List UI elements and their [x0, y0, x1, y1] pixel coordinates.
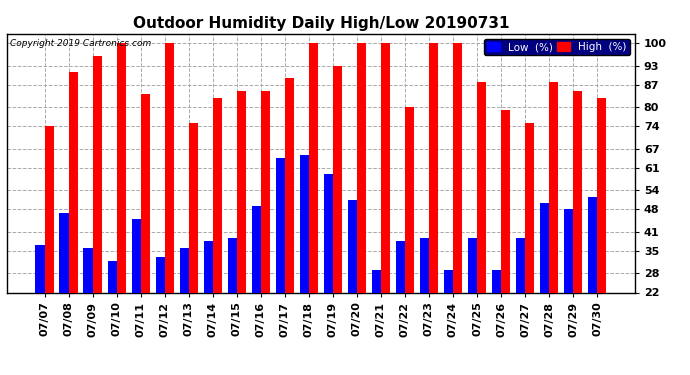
Bar: [597, 98, 607, 292]
Bar: [381, 44, 390, 292]
Bar: [540, 203, 549, 292]
Bar: [525, 123, 534, 292]
Bar: [429, 44, 438, 292]
Bar: [333, 66, 342, 292]
Bar: [516, 238, 525, 292]
Bar: [564, 210, 573, 292]
Bar: [59, 213, 68, 292]
Bar: [92, 56, 101, 292]
Bar: [324, 174, 333, 292]
Bar: [189, 123, 198, 292]
Bar: [573, 91, 582, 292]
Bar: [285, 78, 294, 292]
Bar: [35, 244, 45, 292]
Bar: [252, 206, 261, 292]
Title: Outdoor Humidity Daily High/Low 20190731: Outdoor Humidity Daily High/Low 20190731: [132, 16, 509, 31]
Bar: [477, 82, 486, 292]
Bar: [179, 248, 189, 292]
Bar: [276, 158, 285, 292]
Bar: [261, 91, 270, 292]
Bar: [237, 91, 246, 292]
Bar: [372, 270, 381, 292]
Bar: [492, 270, 501, 292]
Legend: Low  (%), High  (%): Low (%), High (%): [484, 39, 629, 55]
Bar: [165, 44, 174, 292]
Bar: [45, 126, 54, 292]
Bar: [83, 248, 92, 292]
Bar: [108, 261, 117, 292]
Bar: [155, 257, 165, 292]
Bar: [213, 98, 222, 292]
Bar: [299, 155, 309, 292]
Bar: [501, 110, 510, 292]
Bar: [420, 238, 429, 292]
Bar: [396, 242, 405, 292]
Bar: [588, 196, 597, 292]
Bar: [204, 242, 213, 292]
Bar: [132, 219, 141, 292]
Bar: [405, 107, 414, 292]
Bar: [357, 44, 366, 292]
Bar: [453, 44, 462, 292]
Text: Copyright 2019 Cartronics.com: Copyright 2019 Cartronics.com: [10, 39, 151, 48]
Bar: [348, 200, 357, 292]
Bar: [68, 72, 78, 292]
Bar: [444, 270, 453, 292]
Bar: [228, 238, 237, 292]
Bar: [549, 82, 558, 292]
Bar: [309, 44, 318, 292]
Bar: [117, 44, 126, 292]
Bar: [468, 238, 477, 292]
Bar: [141, 94, 150, 292]
